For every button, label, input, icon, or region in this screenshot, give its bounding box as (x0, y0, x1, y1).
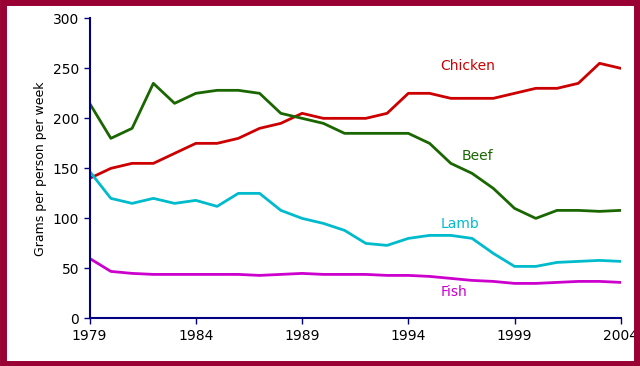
Text: Fish: Fish (440, 285, 467, 299)
Text: Chicken: Chicken (440, 59, 495, 73)
Y-axis label: Grams per person per week: Grams per person per week (35, 81, 47, 255)
Text: Lamb: Lamb (440, 217, 479, 231)
Text: Beef: Beef (461, 149, 493, 163)
